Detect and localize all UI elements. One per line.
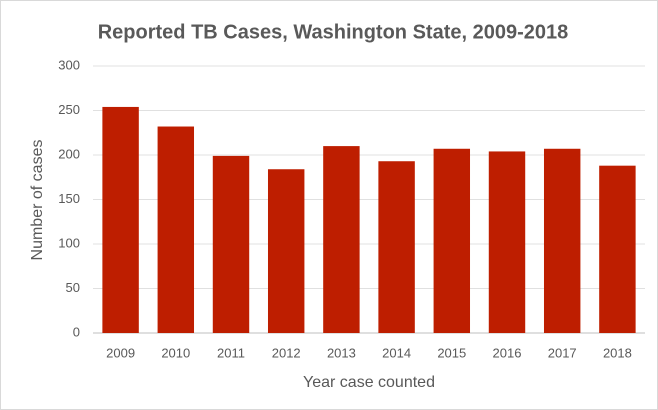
x-tick-label: 2017 (548, 345, 577, 360)
x-tick-label: 2015 (437, 345, 466, 360)
y-tick-label: 150 (58, 191, 80, 206)
x-tick-label: 2010 (161, 345, 190, 360)
chart-title: Reported TB Cases, Washington State, 200… (98, 21, 569, 43)
x-tick-label: 2009 (106, 345, 135, 360)
y-tick-label: 0 (73, 324, 80, 339)
x-tick-label: 2013 (327, 345, 356, 360)
x-tick-label: 2012 (272, 345, 301, 360)
bar (323, 146, 360, 333)
y-tick-label: 50 (66, 280, 80, 295)
y-tick-label: 100 (58, 235, 80, 250)
bar (157, 126, 195, 334)
x-tick-label: 2014 (382, 345, 411, 360)
bar (488, 151, 526, 333)
x-tick-label: 2016 (493, 345, 522, 360)
x-tick-label: 2018 (603, 345, 632, 360)
x-tick-label: 2011 (217, 345, 245, 360)
bar (378, 161, 415, 333)
bar (212, 155, 250, 333)
y-tick-label: 250 (58, 102, 80, 117)
bar (102, 106, 139, 333)
y-axis-label: Number of cases (29, 140, 46, 261)
x-axis-label: Year case counted (303, 374, 435, 391)
bar (543, 148, 581, 333)
y-tick-label: 300 (58, 57, 80, 72)
bar (599, 165, 636, 333)
bar (433, 148, 471, 333)
bar (267, 169, 305, 333)
y-tick-label: 200 (58, 146, 80, 161)
